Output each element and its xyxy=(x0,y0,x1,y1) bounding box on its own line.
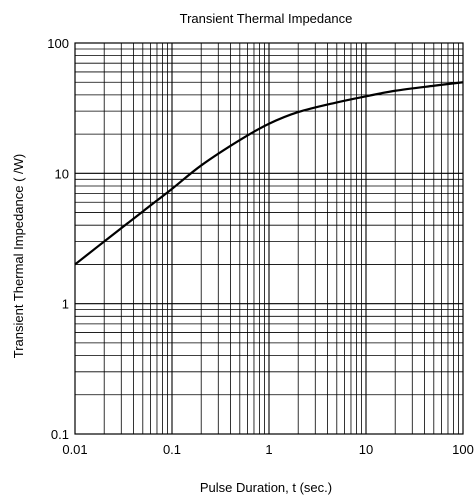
x-tick-label: 10 xyxy=(359,442,373,457)
y-tick-label: 10 xyxy=(55,166,69,181)
chart-title: Transient Thermal Impedance xyxy=(180,11,353,26)
y-tick-label: 1 xyxy=(62,297,69,312)
series-line xyxy=(74,81,464,266)
grid xyxy=(75,43,463,434)
x-tick-label: 1 xyxy=(265,442,272,457)
x-tick-labels: 0.01 0.1 1 10 100 xyxy=(62,442,474,457)
x-axis-label: Pulse Duration, t (sec.) xyxy=(200,480,332,495)
x-tick-label: 100 xyxy=(452,442,474,457)
x-tick-label: 0.1 xyxy=(163,442,181,457)
x-tick-label: 0.01 xyxy=(62,442,87,457)
y-axis-label: Transient Thermal Impedance ( /W) xyxy=(11,154,26,358)
y-tick-label: 100 xyxy=(47,36,69,51)
y-tick-labels: 0.1 1 10 100 xyxy=(47,36,69,442)
plot-frame xyxy=(74,42,464,435)
y-tick-label: 0.1 xyxy=(51,427,69,442)
